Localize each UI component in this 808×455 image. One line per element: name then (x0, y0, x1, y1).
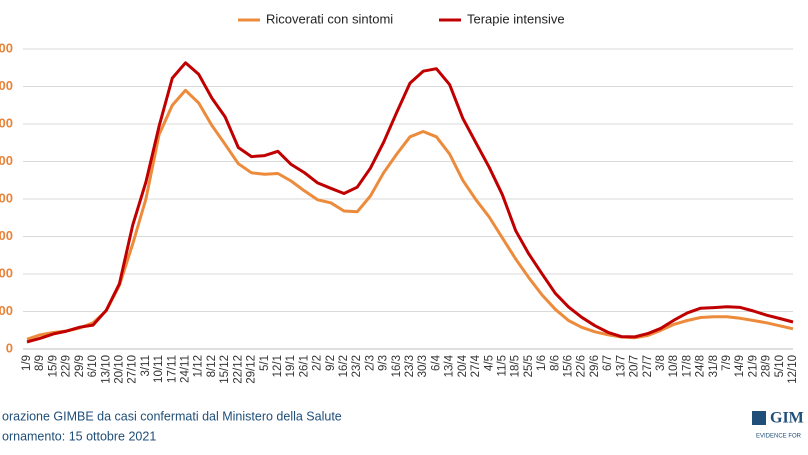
x-tick-label: 3/11 (140, 355, 152, 377)
x-tick-label: 22/6 (576, 355, 588, 377)
x-tick-label: 6/4 (430, 354, 442, 371)
x-tick-label: 12/1 (272, 355, 284, 377)
y-tick-label: 15000 (0, 228, 13, 243)
x-tick-label: 9/2 (325, 355, 337, 371)
x-tick-label: 8/6 (549, 355, 561, 371)
x-tick-label: 20/10 (113, 355, 125, 384)
x-tick-label: 10/8 (668, 355, 680, 377)
x-tick-label: 16/2 (338, 355, 350, 377)
y-tick-label: 5000 (0, 303, 13, 318)
logo-name: GIM (770, 410, 804, 427)
y-tick-label: 25000 (0, 153, 13, 168)
x-tick-label: 27/7 (642, 355, 654, 377)
x-tick-label: 14/9 (734, 355, 746, 377)
x-tick-label: 21/9 (747, 355, 759, 377)
x-tick-label: 28/9 (761, 355, 773, 377)
y-tick-label: 10000 (0, 265, 13, 280)
series-line (26, 61, 794, 344)
x-tick-label: 15/9 (47, 355, 59, 377)
x-tick-label: 18/5 (510, 355, 522, 377)
x-tick-label: 13/7 (615, 355, 627, 377)
x-tick-label: 26/1 (298, 355, 310, 377)
x-tick-label: 4/5 (483, 355, 495, 371)
x-tick-label: 29/9 (74, 355, 86, 377)
x-tick-label: 8/9 (34, 355, 46, 371)
x-tick-label: 22/12 (232, 355, 244, 384)
footer-update: ornamento: 15 ottobre 2021 (2, 429, 156, 443)
y-tick-label: 30000 (0, 115, 13, 130)
x-tick-label: 20/4 (457, 354, 469, 377)
x-tick-label: 12/10 (787, 355, 799, 384)
x-tick-label: 1/9 (21, 355, 33, 371)
x-tick-label: 7/9 (721, 355, 733, 371)
x-tick-label: 2/2 (312, 355, 324, 371)
x-tick-label: 30/3 (417, 355, 429, 377)
x-tick-label: 19/1 (285, 355, 297, 377)
x-tick-label: 5/10 (774, 355, 786, 377)
x-tick-label: 16/3 (391, 355, 403, 377)
x-tick-label: 5/1 (259, 355, 271, 371)
x-tick-label: 15/6 (563, 355, 575, 377)
x-tick-label: 29/12 (246, 355, 258, 384)
y-tick-label: 0 (6, 340, 13, 355)
x-tick-label: 6/7 (602, 355, 614, 371)
x-tick-label: 2/3 (364, 355, 376, 371)
x-tick-label: 24/8 (695, 355, 707, 377)
logo-icon (752, 411, 766, 425)
x-tick-label: 1/6 (536, 355, 548, 371)
x-tick-label: 27/4 (470, 354, 482, 377)
x-tick-label: 9/3 (378, 355, 390, 371)
x-tick-label: 1/12 (193, 355, 205, 377)
y-tick-label: 40000 (0, 40, 13, 55)
y-tick-label: 35000 (0, 78, 13, 93)
footer-source: orazione GIMBE da casi confermati dal Mi… (2, 409, 342, 423)
x-tick-label: 23/3 (404, 355, 416, 377)
legend-label: Ricoverati con sintomi (266, 11, 393, 26)
x-tick-label: 17/11 (166, 355, 178, 383)
x-tick-label: 13/10 (100, 355, 112, 384)
x-tick-label: 25/5 (523, 355, 535, 377)
x-tick-label: 3/8 (655, 355, 667, 371)
x-tick-label: 13/4 (444, 354, 456, 377)
x-tick-label: 11/5 (496, 355, 508, 377)
x-tick-label: 27/10 (127, 355, 139, 384)
x-tick-label: 8/12 (206, 355, 218, 377)
y-tick-label: 20000 (0, 190, 13, 205)
x-tick-label: 17/8 (681, 355, 693, 377)
x-tick-label: 31/8 (708, 355, 720, 377)
x-tick-label: 22/9 (61, 355, 73, 377)
x-tick-label: 20/7 (629, 355, 641, 377)
x-tick-label: 6/10 (87, 355, 99, 377)
x-tick-label: 10/11 (153, 355, 165, 383)
series-line (26, 88, 794, 341)
x-tick-label: 24/11 (180, 355, 192, 383)
x-tick-label: 15/12 (219, 355, 231, 384)
x-tick-label: 29/6 (589, 355, 601, 377)
legend-label: Terapie intensive (467, 11, 565, 26)
logo-tagline: EVIDENCE FOR (756, 434, 802, 440)
x-tick-label: 23/2 (351, 355, 363, 377)
